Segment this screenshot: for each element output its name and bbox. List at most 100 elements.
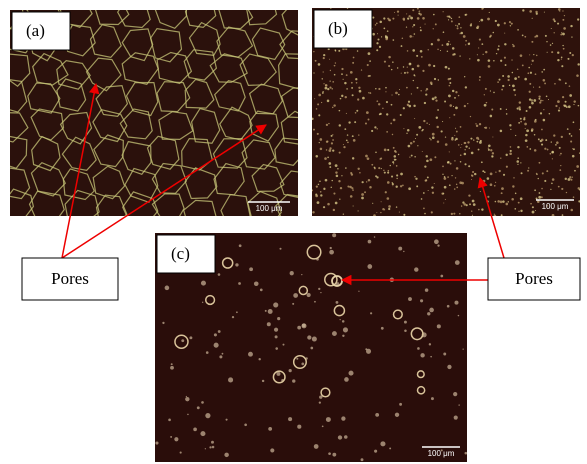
texture	[325, 84, 328, 87]
texture	[539, 86, 541, 88]
texture	[522, 35, 524, 37]
texture	[341, 175, 342, 176]
texture	[555, 105, 557, 107]
texture	[396, 174, 398, 176]
texture	[529, 98, 531, 100]
texture	[275, 347, 278, 350]
texture	[331, 142, 333, 144]
texture	[346, 139, 348, 141]
texture	[330, 70, 331, 71]
texture	[512, 44, 513, 45]
texture	[540, 112, 542, 114]
texture	[232, 316, 234, 318]
texture	[372, 33, 375, 36]
texture	[533, 99, 536, 102]
texture	[481, 8, 483, 10]
texture	[470, 138, 472, 140]
texture	[170, 366, 174, 370]
texture	[368, 119, 370, 121]
texture	[388, 65, 390, 67]
texture	[430, 139, 431, 140]
texture	[446, 43, 449, 46]
texture	[497, 200, 500, 203]
texture	[497, 24, 500, 27]
texture	[407, 104, 409, 106]
texture	[570, 141, 572, 143]
texture	[431, 211, 433, 213]
texture	[238, 282, 241, 285]
texture	[494, 185, 496, 187]
texture	[368, 240, 372, 244]
texture	[401, 45, 403, 47]
texture	[517, 164, 518, 165]
texture	[332, 180, 333, 181]
texture	[380, 113, 382, 115]
texture	[525, 128, 526, 129]
texture	[374, 167, 376, 169]
texture	[558, 8, 561, 11]
texture	[328, 123, 329, 124]
texture	[534, 134, 536, 136]
texture	[567, 128, 569, 130]
texture	[528, 167, 529, 168]
texture	[437, 324, 441, 328]
texture	[317, 133, 319, 135]
texture	[566, 192, 567, 193]
texture	[453, 114, 455, 116]
texture	[448, 41, 450, 43]
texture	[337, 168, 339, 170]
texture	[514, 77, 517, 80]
texture	[445, 66, 448, 69]
texture	[562, 19, 564, 21]
texture	[507, 75, 510, 78]
texture	[254, 281, 259, 286]
texture	[468, 194, 470, 196]
texture	[541, 196, 543, 198]
texture	[353, 139, 356, 142]
texture	[535, 210, 536, 211]
texture	[488, 149, 490, 151]
texture	[424, 165, 426, 167]
texture	[502, 200, 505, 203]
texture	[545, 139, 547, 141]
texture	[445, 137, 446, 138]
texture	[347, 134, 348, 135]
texture	[348, 121, 350, 123]
texture	[529, 54, 530, 55]
texture	[382, 108, 383, 109]
texture	[201, 281, 206, 286]
texture	[339, 124, 341, 126]
texture	[491, 108, 493, 110]
texture	[539, 192, 541, 194]
texture	[558, 110, 560, 112]
texture	[400, 185, 402, 187]
texture	[330, 80, 331, 81]
texture	[462, 348, 463, 349]
texture	[375, 175, 377, 177]
texture	[403, 214, 405, 216]
texture	[368, 92, 369, 93]
texture	[313, 51, 314, 52]
texture	[451, 138, 454, 141]
texture	[532, 18, 533, 19]
texture	[344, 128, 346, 130]
texture	[505, 64, 507, 66]
texture	[578, 200, 580, 202]
texture	[445, 199, 446, 200]
texture	[508, 79, 510, 81]
texture	[403, 66, 404, 67]
scale-label: 100 μm	[256, 204, 283, 213]
texture	[415, 178, 417, 180]
texture	[561, 136, 563, 138]
texture	[333, 104, 335, 106]
texture	[331, 135, 333, 137]
texture	[354, 121, 356, 123]
texture	[518, 211, 519, 212]
texture	[501, 192, 503, 194]
texture	[375, 88, 376, 89]
texture	[417, 347, 420, 350]
texture	[370, 312, 372, 314]
texture	[352, 189, 354, 191]
texture	[548, 99, 549, 100]
texture	[562, 96, 564, 98]
